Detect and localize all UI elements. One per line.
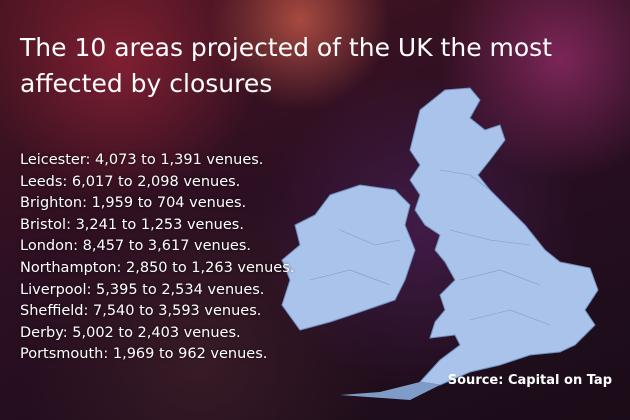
area-item: Leeds: 6,017 to 2,098 venues.: [20, 173, 241, 190]
area-item: Northampton: 2,850 to 1,263 venues.: [20, 259, 295, 276]
area-item: Leicester: 4,073 to 1,391 venues.: [20, 152, 264, 168]
area-item: Brighton: 1,959 to 704 venues.: [20, 195, 247, 212]
area-item: London: 8,457 to 3,617 venues.: [20, 238, 252, 255]
source: Source: Capital on Tap: [447, 373, 612, 388]
area-item: Sheffield: 7,540 to 3,593 venues.: [20, 303, 262, 320]
title: The 10 areas projected of the UK the mos…: [20, 33, 552, 98]
mainland-shadow: [340, 382, 440, 400]
area-item: Portsmouth: 1,969 to 962 venues.: [20, 346, 268, 363]
ireland: [281, 184, 416, 331]
area-item: Bristol: 3,241 to 1,253 venues.: [20, 216, 244, 233]
area-item: Derby: 5,002 to 2,403 venues.: [20, 324, 241, 341]
area-item: Liverpool: 5,395 to 2,534 venues.: [20, 281, 265, 298]
great-britain: [409, 87, 599, 386]
area-list: Leicester: 4,073 to 1,391 venues. Leeds: …: [20, 150, 294, 366]
